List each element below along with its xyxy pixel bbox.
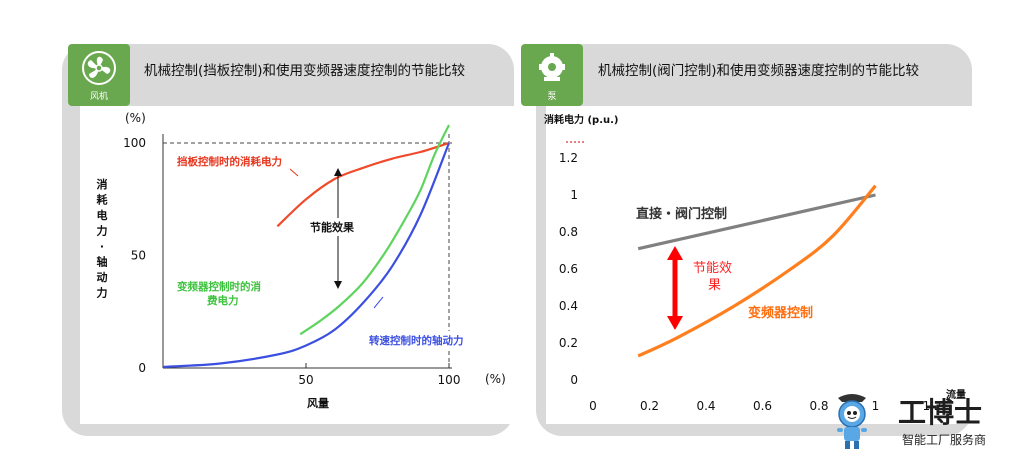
pump-icon xyxy=(539,53,565,81)
right-x-tick: 0.2 xyxy=(640,399,659,413)
pump-power-chart: 消耗电力 (p.u.) 0 0.2 0.4 0.6 0.8 1 1.2 0 0.2 0.4 0.6… xyxy=(544,113,966,413)
right-savings-label: 节能效果 xyxy=(693,261,732,293)
logo-tagline: 智能工厂服务商 xyxy=(902,432,986,447)
left-legend-damper: 挡板控制时的消耗电力 xyxy=(177,155,282,168)
right-x-tick: 0.6 xyxy=(753,399,772,413)
logo-name: 工博士 xyxy=(898,396,982,429)
right-x-tick: 0.8 xyxy=(809,399,828,413)
right-x-tick: 1 xyxy=(872,399,880,413)
left-y-tick: 100 xyxy=(123,136,146,150)
right-y-tick: 0.4 xyxy=(559,299,578,313)
right-x-label: 流量 xyxy=(946,388,966,401)
gongboshi-logo: 工博士 智能工厂服务商 xyxy=(832,392,1012,460)
left-series-speed-line xyxy=(162,142,451,368)
right-panel-title: 机械控制(阀门控制)和使用变频器速度控制的节能比较 xyxy=(598,63,920,79)
fan-badge: 风机 xyxy=(68,44,130,106)
left-y-unit: (%) xyxy=(125,111,146,125)
left-y-label-char: 耗 xyxy=(97,193,108,207)
right-y-tick: 0.2 xyxy=(559,336,578,350)
left-series-damper-line xyxy=(276,141,450,228)
left-y-label-char: 消 xyxy=(97,177,108,191)
right-y-tick: 0.8 xyxy=(559,225,578,239)
robot-mascot-icon xyxy=(837,394,867,449)
fan-icon xyxy=(82,51,116,85)
left-y-label-char: 轴 xyxy=(97,255,108,269)
right-legend-inverter: 变频器控制 xyxy=(748,305,813,321)
left-x-tick: 100 xyxy=(438,373,461,387)
left-y-axis-label: 消耗电力·轴动力 xyxy=(97,177,108,300)
pump-badge-label: 泵 xyxy=(547,92,557,102)
left-chart-area xyxy=(80,106,514,424)
right-y-label: 消耗电力 (p.u.) xyxy=(544,113,619,126)
left-savings-label: 节能效果 xyxy=(310,220,354,234)
left-x-tick: 50 xyxy=(298,373,313,387)
left-legend-speed: 转速控制时的轴动力 xyxy=(369,334,464,347)
left-savings-arrowhead-top xyxy=(334,168,342,176)
right-series-valve-line xyxy=(637,193,876,251)
pump-badge: 泵 xyxy=(521,44,583,106)
left-y-label-char: · xyxy=(100,240,104,253)
left-savings-arrowhead-bottom xyxy=(334,281,342,289)
right-chart-area xyxy=(546,106,972,424)
fan-badge-label: 风机 xyxy=(89,92,108,102)
left-y-label-char: 电 xyxy=(97,208,108,222)
left-series-inverter-line xyxy=(299,124,450,336)
right-y-tick: 0.6 xyxy=(559,262,578,276)
right-y-tick: 1.2 xyxy=(559,151,578,165)
left-y-tick: 0 xyxy=(138,361,146,375)
right-y-tick: 0 xyxy=(570,373,578,387)
right-legend-valve: 直接・阀门控制 xyxy=(636,206,727,222)
right-series-inverter-line xyxy=(637,184,877,358)
left-y-label-char: 动 xyxy=(97,270,108,284)
left-y-label-char: 力 xyxy=(97,224,108,238)
right-savings-arrowhead-top xyxy=(667,246,683,260)
right-x-tick: 1.2 xyxy=(922,399,941,413)
left-x-label: 风量 xyxy=(307,396,329,410)
right-y-tick: 1 xyxy=(570,188,578,202)
left-legend-inverter: 变频器控制时的消费电力 xyxy=(177,280,261,307)
left-y-label-char: 力 xyxy=(97,286,108,300)
right-x-tick: 0.4 xyxy=(696,399,715,413)
right-x-tick: 0 xyxy=(589,399,597,413)
left-y-tick: 50 xyxy=(131,249,146,263)
left-panel-title: 机械控制(挡板控制)和使用变频器速度控制的节能比较 xyxy=(144,63,466,79)
right-savings-arrowhead-bottom xyxy=(667,316,683,330)
left-x-unit: (%) xyxy=(485,372,506,386)
